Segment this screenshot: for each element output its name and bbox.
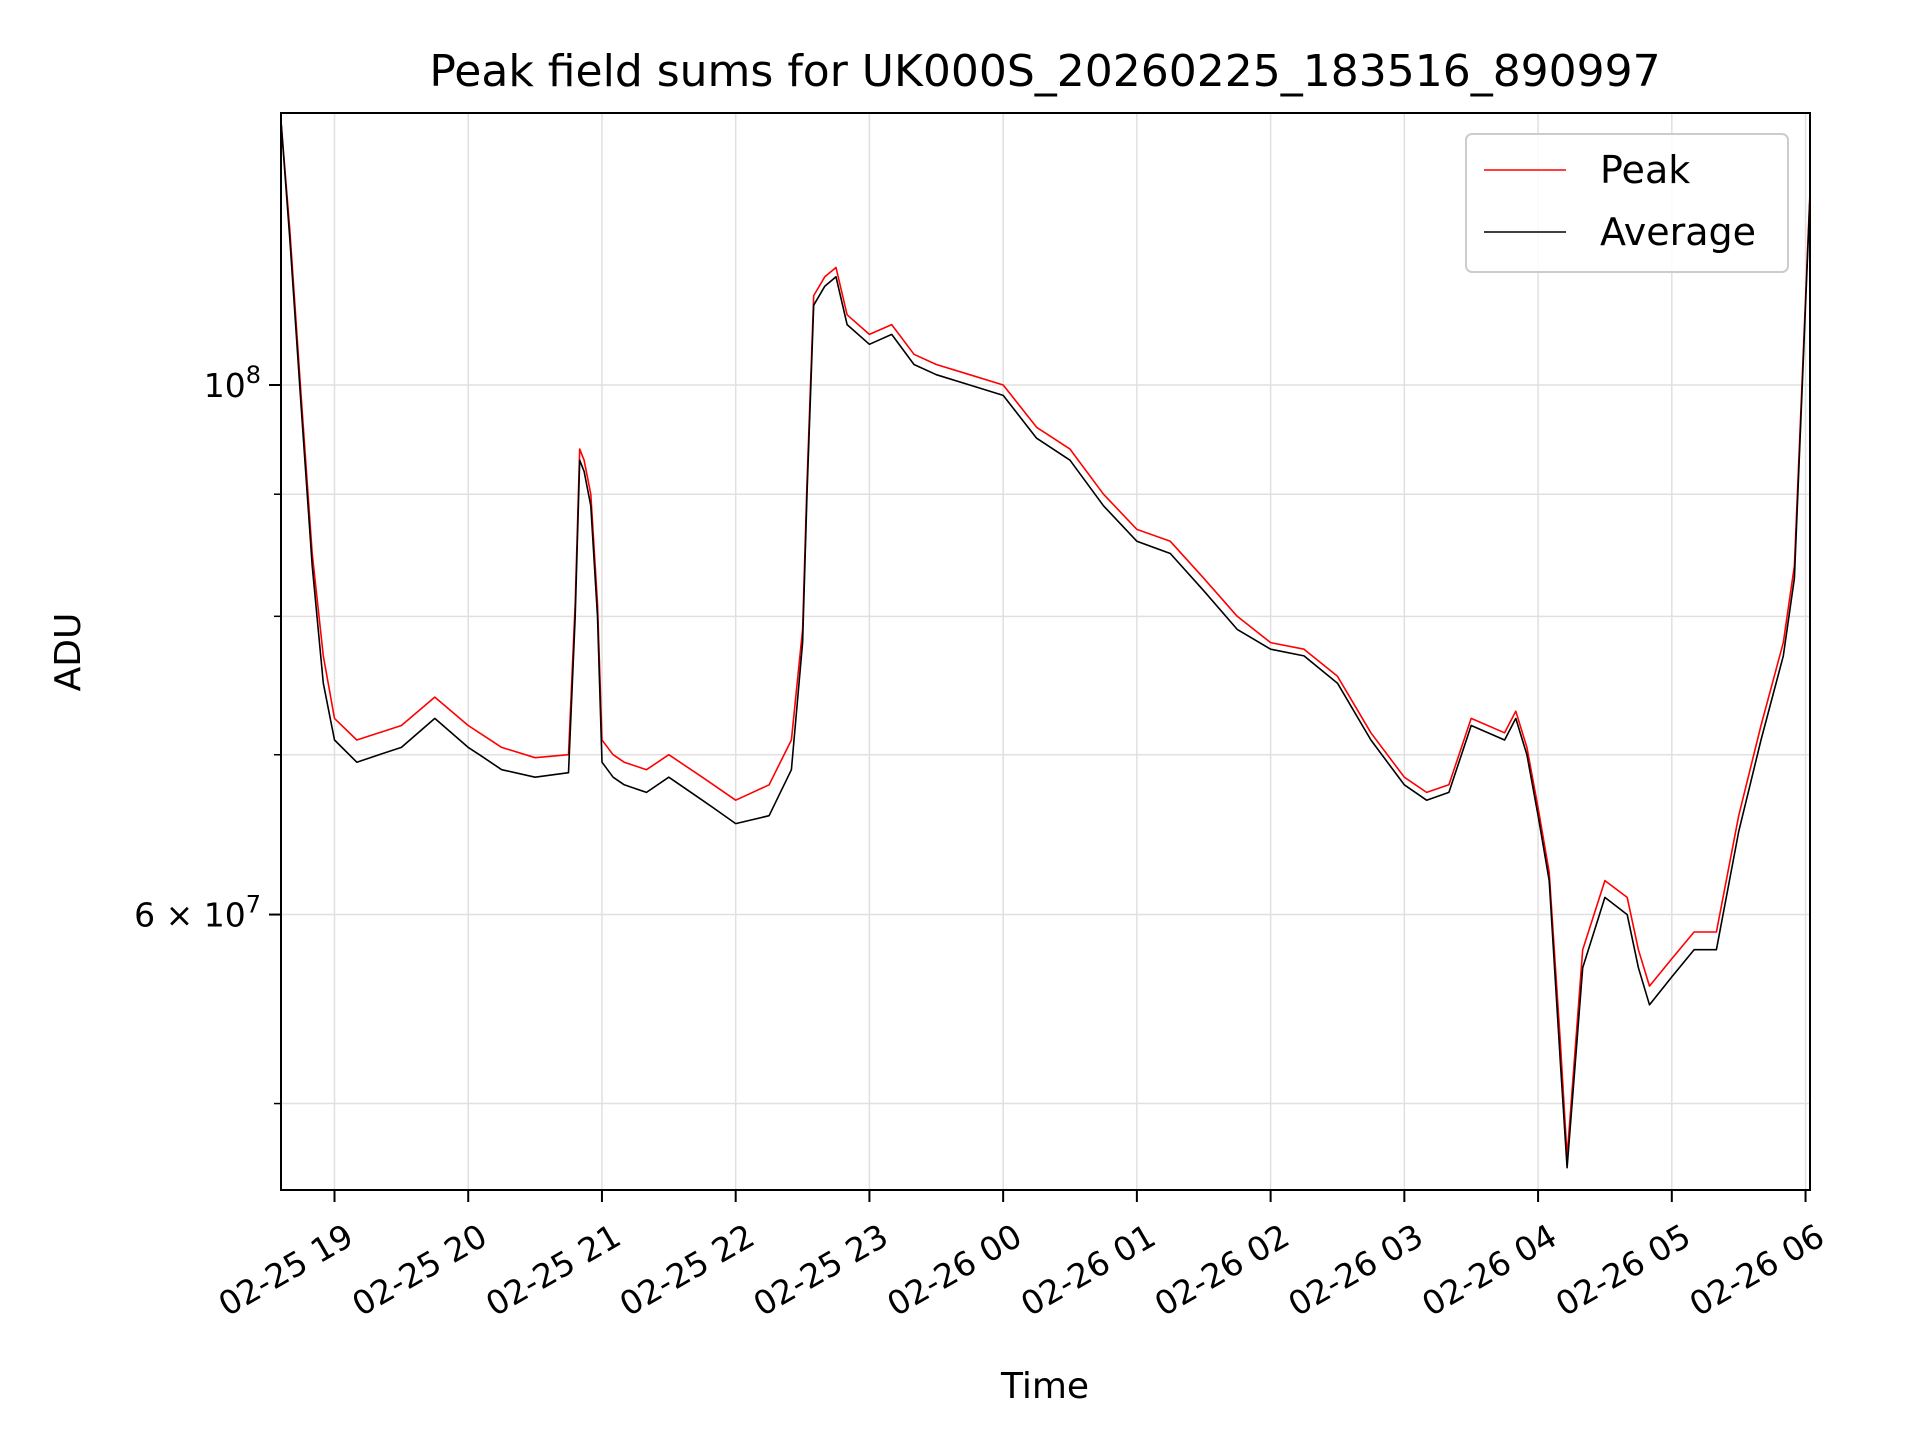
plot-area-frame	[280, 112, 1811, 1191]
series-line-peak	[280, 120, 1811, 1158]
x-axis-label: Time	[1000, 1366, 1089, 1407]
series-line-average	[280, 120, 1811, 1169]
chart-title: Peak field sums for UK000S_20260225_1835…	[429, 46, 1660, 97]
legend: Peak Average	[1465, 133, 1789, 273]
y-axis-label: ADU	[48, 613, 89, 692]
legend-label-peak: Peak	[1600, 148, 1690, 192]
y-tick-label: 6 × 107	[134, 891, 261, 935]
legend-box	[1465, 133, 1789, 273]
y-tick-label: 108	[204, 361, 261, 405]
plot-series	[280, 120, 1811, 1169]
grid-lines	[281, 113, 1810, 1190]
legend-label-average: Average	[1600, 210, 1756, 254]
y-axis-ticks: 108 6 × 107	[134, 361, 281, 1105]
